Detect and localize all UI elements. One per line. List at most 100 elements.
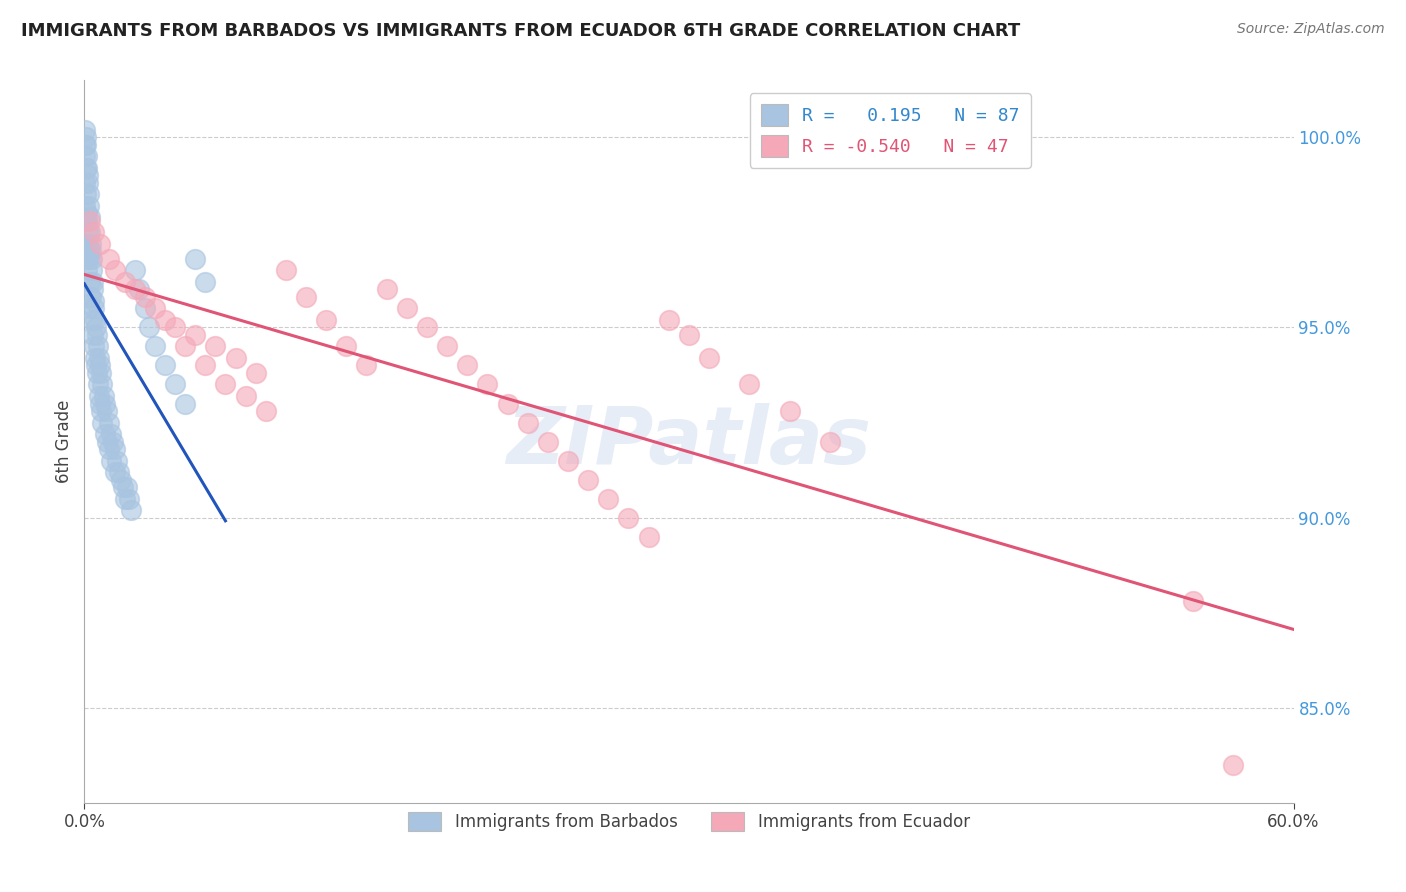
Point	[110, 473, 132, 487]
Point	[87, 339, 110, 353]
Point	[315, 313, 337, 327]
Point	[124, 282, 146, 296]
Point	[128, 282, 150, 296]
Point	[516, 416, 538, 430]
Point	[75, 161, 97, 175]
Point	[153, 313, 176, 327]
Point	[436, 339, 458, 353]
Point	[194, 359, 217, 373]
Point	[83, 301, 105, 316]
Point	[335, 339, 357, 353]
Point	[83, 226, 105, 240]
Point	[77, 187, 100, 202]
Point	[104, 442, 127, 457]
Point	[356, 359, 378, 373]
Point	[89, 351, 111, 365]
Point	[496, 396, 519, 410]
Point	[93, 396, 115, 410]
Point	[75, 176, 97, 190]
Point	[90, 366, 112, 380]
Point	[97, 252, 120, 266]
Legend: Immigrants from Barbados, Immigrants from Ecuador: Immigrants from Barbados, Immigrants fro…	[402, 805, 976, 838]
Point	[143, 339, 166, 353]
Point	[104, 465, 127, 479]
Point	[82, 328, 104, 343]
Point	[416, 320, 439, 334]
Point	[86, 320, 108, 334]
Point	[104, 263, 127, 277]
Point	[80, 290, 103, 304]
Point	[225, 351, 247, 365]
Point	[91, 416, 114, 430]
Text: ZIPatlas: ZIPatlas	[506, 402, 872, 481]
Point	[75, 199, 97, 213]
Point	[75, 122, 97, 136]
Point	[96, 434, 118, 449]
Point	[79, 214, 101, 228]
Point	[274, 263, 297, 277]
Point	[83, 339, 105, 353]
Point	[118, 491, 141, 506]
Point	[114, 275, 136, 289]
Point	[143, 301, 166, 316]
Point	[254, 404, 277, 418]
Point	[86, 366, 108, 380]
Point	[165, 320, 187, 334]
Point	[93, 389, 115, 403]
Point	[86, 328, 108, 343]
Point	[111, 480, 134, 494]
Point	[1181, 594, 1204, 608]
Point	[235, 389, 257, 403]
Point	[375, 282, 398, 296]
Point	[120, 503, 142, 517]
Point	[79, 275, 101, 289]
Point	[75, 236, 97, 251]
Point	[134, 301, 156, 316]
Point	[97, 416, 120, 430]
Point	[134, 290, 156, 304]
Point	[82, 263, 104, 277]
Point	[89, 389, 111, 403]
Point	[79, 252, 101, 266]
Point	[738, 377, 761, 392]
Point	[76, 149, 98, 163]
Point	[637, 530, 659, 544]
Point	[105, 453, 128, 467]
Point	[97, 442, 120, 457]
Point	[537, 434, 560, 449]
Point	[1222, 757, 1244, 772]
Point	[79, 301, 101, 316]
Point	[184, 328, 207, 343]
Point	[76, 263, 98, 277]
Point	[93, 426, 115, 441]
Point	[83, 293, 105, 308]
Point	[194, 275, 217, 289]
Point	[75, 149, 97, 163]
Point	[75, 137, 97, 152]
Point	[80, 244, 103, 259]
Point	[77, 236, 100, 251]
Point	[678, 328, 700, 343]
Point	[80, 236, 103, 251]
Point	[174, 339, 197, 353]
Point	[100, 453, 122, 467]
Point	[114, 491, 136, 506]
Point	[75, 214, 97, 228]
Point	[76, 161, 98, 175]
Point	[477, 377, 499, 392]
Point	[76, 206, 98, 220]
Point	[295, 290, 318, 304]
Point	[82, 313, 104, 327]
Point	[84, 313, 107, 327]
Point	[779, 404, 801, 418]
Point	[184, 252, 207, 266]
Point	[107, 465, 129, 479]
Point	[89, 359, 111, 373]
Text: IMMIGRANTS FROM BARBADOS VS IMMIGRANTS FROM ECUADOR 6TH GRADE CORRELATION CHART: IMMIGRANTS FROM BARBADOS VS IMMIGRANTS F…	[21, 22, 1021, 40]
Point	[115, 480, 138, 494]
Point	[82, 275, 104, 289]
Point	[214, 377, 236, 392]
Point	[89, 396, 111, 410]
Point	[80, 252, 103, 266]
Point	[245, 366, 267, 380]
